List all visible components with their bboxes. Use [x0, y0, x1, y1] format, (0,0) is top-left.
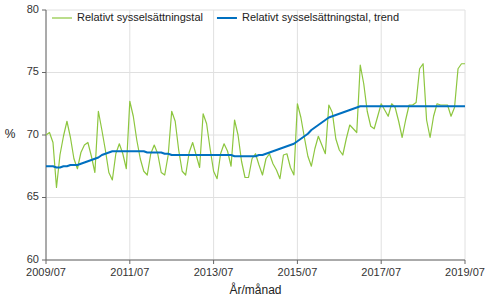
x-grid-line	[465, 10, 466, 260]
y-tick	[42, 135, 46, 136]
legend-swatch	[217, 17, 237, 19]
x-tick-label: 2017/07	[361, 266, 401, 278]
y-tick	[42, 197, 46, 198]
y-grid-line	[46, 197, 465, 198]
y-tick-label: 65	[27, 190, 39, 202]
x-grid-line	[297, 10, 298, 260]
x-tick	[46, 260, 47, 264]
x-tick	[129, 260, 130, 264]
x-tick	[297, 260, 298, 264]
legend-item: Relativt sysselsättningstal	[52, 11, 203, 23]
axes: 60 65 70 75 80 2009/07 2011/07 2013/07 2015/07 20…	[26, 3, 485, 278]
y-tick-label: 75	[27, 65, 39, 77]
y-tick-label: 80	[27, 3, 39, 15]
y-grid-line	[46, 260, 465, 261]
x-tick-label: 2019/07	[445, 266, 485, 278]
plot-area	[46, 64, 465, 188]
y-tick-label: 60	[27, 253, 39, 265]
y-tick	[42, 72, 46, 73]
x-tick-label: 2015/07	[278, 266, 318, 278]
x-tick-label: 2011/07	[110, 266, 149, 278]
grid	[46, 10, 465, 260]
x-grid-line	[213, 10, 214, 260]
legend-item: Relativt sysselsättningstal, trend	[217, 11, 399, 23]
y-tick-label: 70	[27, 128, 39, 140]
legend-swatch	[52, 17, 72, 18]
y-grid-line	[46, 72, 465, 73]
x-axis-line	[46, 260, 465, 261]
series-line	[46, 106, 465, 167]
x-tick	[213, 260, 214, 264]
chart: 60 65 70 75 80 2009/07 2011/07 2013/07 2015/07 20…	[0, 0, 491, 302]
legend-label: Relativt sysselsättningstal	[77, 11, 203, 23]
x-tick-label: 2013/07	[194, 266, 234, 278]
x-grid-line	[381, 10, 382, 260]
series-line	[46, 64, 465, 188]
legend: Relativt sysselsättningstal Relativt syss…	[52, 11, 399, 23]
x-axis-label: År/månad	[229, 282, 281, 297]
x-tick	[381, 260, 382, 264]
y-axis-label: %	[5, 127, 16, 141]
x-tick-label: 2009/07	[26, 266, 66, 278]
y-tick	[42, 260, 46, 261]
x-grid-line	[129, 10, 130, 260]
x-tick	[465, 260, 466, 264]
legend-label: Relativt sysselsättningstal, trend	[242, 11, 399, 23]
y-tick	[42, 10, 46, 11]
